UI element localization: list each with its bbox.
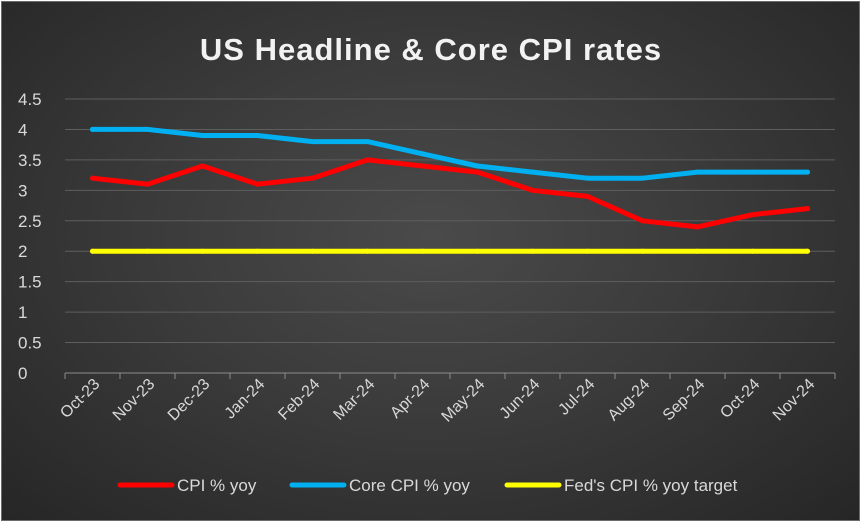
data-point <box>750 248 755 254</box>
data-point <box>585 193 590 199</box>
y-tick-label: 4 <box>18 120 27 139</box>
series-line-0 <box>90 157 810 230</box>
data-point <box>145 248 150 254</box>
x-tick-label: Apr-24 <box>387 376 433 422</box>
y-tick-label: 3 <box>18 181 27 200</box>
data-point <box>90 175 95 181</box>
y-tick-label: 4.5 <box>18 90 42 109</box>
data-point <box>530 169 535 175</box>
data-point <box>365 248 370 254</box>
data-point <box>805 169 810 175</box>
x-tick-label: Nov-23 <box>110 376 159 425</box>
data-point <box>640 248 645 254</box>
data-point <box>475 163 480 169</box>
y-tick-label: 1.5 <box>18 273 42 292</box>
data-point <box>585 248 590 254</box>
x-tick-label: Sep-24 <box>660 376 709 425</box>
data-point <box>585 175 590 181</box>
x-tick-label: Jul-24 <box>555 376 598 419</box>
x-tick-label: Oct-23 <box>57 376 103 422</box>
data-point <box>475 248 480 254</box>
data-point <box>640 218 645 224</box>
y-tick-label: 0 <box>18 364 27 383</box>
y-tick-label: 1 <box>18 303 27 322</box>
y-tick-label: 2 <box>18 242 27 261</box>
x-tick-label: Jan-24 <box>222 376 269 423</box>
data-point <box>530 248 535 254</box>
data-point <box>310 248 315 254</box>
data-point <box>805 248 810 254</box>
data-point <box>255 181 260 187</box>
data-point <box>695 169 700 175</box>
data-point <box>310 175 315 181</box>
data-point <box>145 126 150 132</box>
data-point <box>695 224 700 230</box>
x-tick-label: Aug-24 <box>605 376 654 425</box>
data-point <box>200 133 205 139</box>
x-tick-label: Mar-24 <box>330 376 378 424</box>
data-point <box>365 157 370 163</box>
x-tick-label: Dec-23 <box>165 376 214 425</box>
axes: 0 0.5 1 1.5 2 2.5 3 3.5 4 4.5 Oct-23 Nov-23 Dec-23 Ja… <box>18 90 836 426</box>
x-tick-label: Feb-24 <box>275 376 323 424</box>
x-tick-label: Nov-24 <box>770 376 819 425</box>
y-tick-label: 2.5 <box>18 212 42 231</box>
legend-label: CPI % yoy <box>177 476 257 495</box>
data-point <box>365 139 370 145</box>
data-point <box>475 169 480 175</box>
data-point <box>420 163 425 169</box>
data-point <box>750 169 755 175</box>
data-point <box>310 139 315 145</box>
data-point <box>90 248 95 254</box>
series-lines <box>90 126 810 254</box>
data-point <box>255 248 260 254</box>
y-tick-label: 3.5 <box>18 151 42 170</box>
data-point <box>640 175 645 181</box>
data-point <box>530 187 535 193</box>
y-tick-label: 0.5 <box>18 334 42 353</box>
x-tick-label: Oct-24 <box>717 376 763 422</box>
data-point <box>200 163 205 169</box>
data-point <box>420 248 425 254</box>
legend-label: Core CPI % yoy <box>349 476 470 495</box>
data-point <box>90 126 95 132</box>
data-point <box>805 206 810 212</box>
data-point <box>145 181 150 187</box>
data-point <box>695 248 700 254</box>
series-line-1 <box>90 126 810 181</box>
x-tick-label: May-24 <box>439 376 489 426</box>
data-point <box>420 151 425 157</box>
chart-title: US Headline & Core CPI rates <box>200 32 662 67</box>
legend-label: Fed's CPI % yoy target <box>564 476 738 495</box>
data-point <box>255 133 260 139</box>
legend: CPI % yoy Core CPI % yoy Fed's CPI % yoy t… <box>117 476 738 495</box>
data-point <box>750 212 755 218</box>
data-point <box>200 248 205 254</box>
x-tick-label: Jun-24 <box>497 376 544 423</box>
